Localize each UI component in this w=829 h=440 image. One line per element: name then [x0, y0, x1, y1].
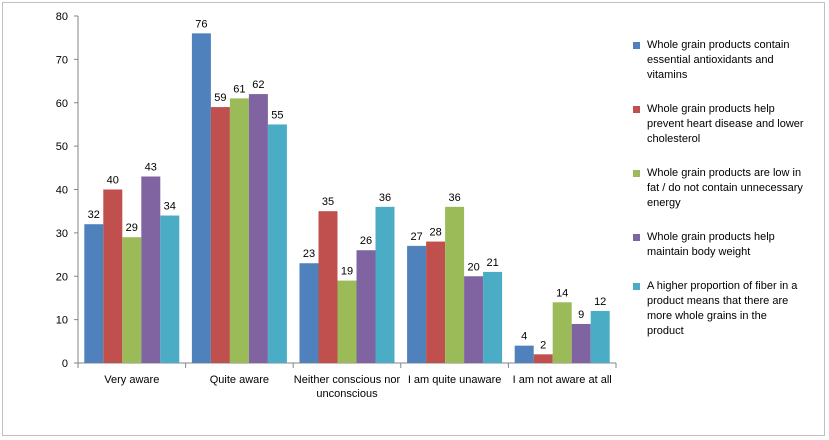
y-tick-label: 60 [56, 98, 68, 110]
legend-label-line: cholesterol [647, 133, 701, 145]
x-category-label: Neither conscious nor [294, 374, 401, 386]
bar [552, 302, 572, 363]
legend-label-line: Whole grain products contain [647, 39, 790, 51]
bar [464, 276, 484, 363]
data-label: 21 [486, 257, 498, 269]
bar [122, 237, 142, 363]
bar [160, 215, 180, 363]
data-label: 76 [195, 18, 207, 30]
bar [229, 98, 249, 363]
data-label: 61 [233, 83, 245, 95]
legend-label-line: prevent heart disease and lower [647, 118, 804, 130]
legend-label-line: energy [647, 197, 681, 209]
bar [356, 250, 376, 363]
data-label: 9 [578, 309, 584, 321]
data-label: 27 [410, 231, 422, 243]
bar [533, 354, 553, 363]
legend-label-line: Whole grain products help [647, 103, 775, 115]
bar [103, 189, 123, 363]
data-label: 12 [594, 296, 606, 308]
y-tick-label: 50 [56, 141, 68, 153]
bar [483, 271, 503, 363]
bar [375, 206, 395, 363]
data-label: 55 [271, 109, 283, 121]
bar [191, 33, 211, 363]
legend-label-line: product [647, 325, 684, 337]
data-label: 35 [322, 196, 334, 208]
bar [571, 323, 591, 363]
x-category-label: I am not aware at all [513, 374, 612, 386]
bar [445, 206, 465, 363]
data-label: 29 [126, 222, 138, 234]
bar [426, 241, 446, 363]
legend-item: Whole grain products help prevent heart d… [633, 102, 823, 147]
legend-item: Whole grain products help maintain body w… [633, 230, 823, 260]
data-label: 36 [448, 192, 460, 204]
y-tick-label: 40 [56, 185, 68, 197]
legend-label-line: maintain body weight [647, 246, 751, 258]
y-tick-label: 20 [56, 271, 68, 283]
x-category-label: Very aware [104, 374, 159, 386]
bar [318, 211, 338, 363]
data-label: 59 [214, 92, 226, 104]
bars [84, 33, 610, 364]
data-label: 28 [429, 227, 441, 239]
legend-label-line: vitamins [647, 69, 688, 81]
chart-frame [2, 2, 825, 436]
data-label: 19 [341, 266, 353, 278]
legend-item: Whole grain products contain essential an… [633, 38, 823, 83]
data-label: 32 [88, 209, 100, 221]
legend-item: Whole grain products are low in fat / do … [633, 166, 823, 211]
bar [590, 310, 610, 363]
legend-swatch [633, 283, 640, 290]
x-category-label: unconscious [316, 388, 378, 400]
legend-label-line: product means that there are [647, 295, 789, 307]
bar [267, 124, 287, 363]
bar [299, 263, 319, 363]
data-label: 23 [303, 248, 315, 260]
data-label: 43 [145, 161, 157, 173]
x-category-label: Quite aware [210, 374, 269, 386]
bar [248, 94, 268, 363]
data-label: 40 [107, 175, 119, 187]
legend-swatch [633, 170, 640, 177]
data-label: 34 [164, 201, 176, 213]
data-label: 20 [467, 261, 479, 273]
legend-label-line: Whole grain products help [647, 231, 775, 243]
x-category-label: I am quite unaware [408, 374, 502, 386]
y-tick-label: 30 [56, 228, 68, 240]
bar [141, 176, 161, 363]
data-label: 4 [521, 331, 527, 343]
legend-label-line: fat / do not contain unnecessary [647, 182, 803, 194]
y-tick-label: 10 [56, 315, 68, 327]
bar [84, 224, 104, 363]
y-tick-label: 0 [62, 358, 68, 370]
legend-item: A higher proportion of fiber in a product… [633, 279, 823, 339]
data-label: 26 [360, 235, 372, 247]
legend-swatch [633, 42, 640, 49]
y-tick-label: 70 [56, 54, 68, 66]
legend: Whole grain products contain essential an… [633, 38, 823, 339]
data-label: 62 [252, 79, 264, 91]
data-label: 2 [540, 339, 546, 351]
legend-label-line: essential antioxidants and [647, 54, 774, 66]
y-tick-label: 80 [56, 11, 68, 23]
bar [337, 280, 357, 363]
bar [407, 245, 427, 363]
legend-swatch [633, 234, 640, 241]
bar [210, 107, 230, 364]
legend-label-line: A higher proportion of fiber in a [647, 280, 798, 292]
data-label: 36 [379, 192, 391, 204]
legend-label-line: more whole grains in the [647, 310, 767, 322]
legend-label-line: Whole grain products are low in [647, 167, 802, 179]
bar [514, 345, 534, 363]
data-label: 14 [556, 287, 568, 299]
legend-swatch [633, 106, 640, 113]
